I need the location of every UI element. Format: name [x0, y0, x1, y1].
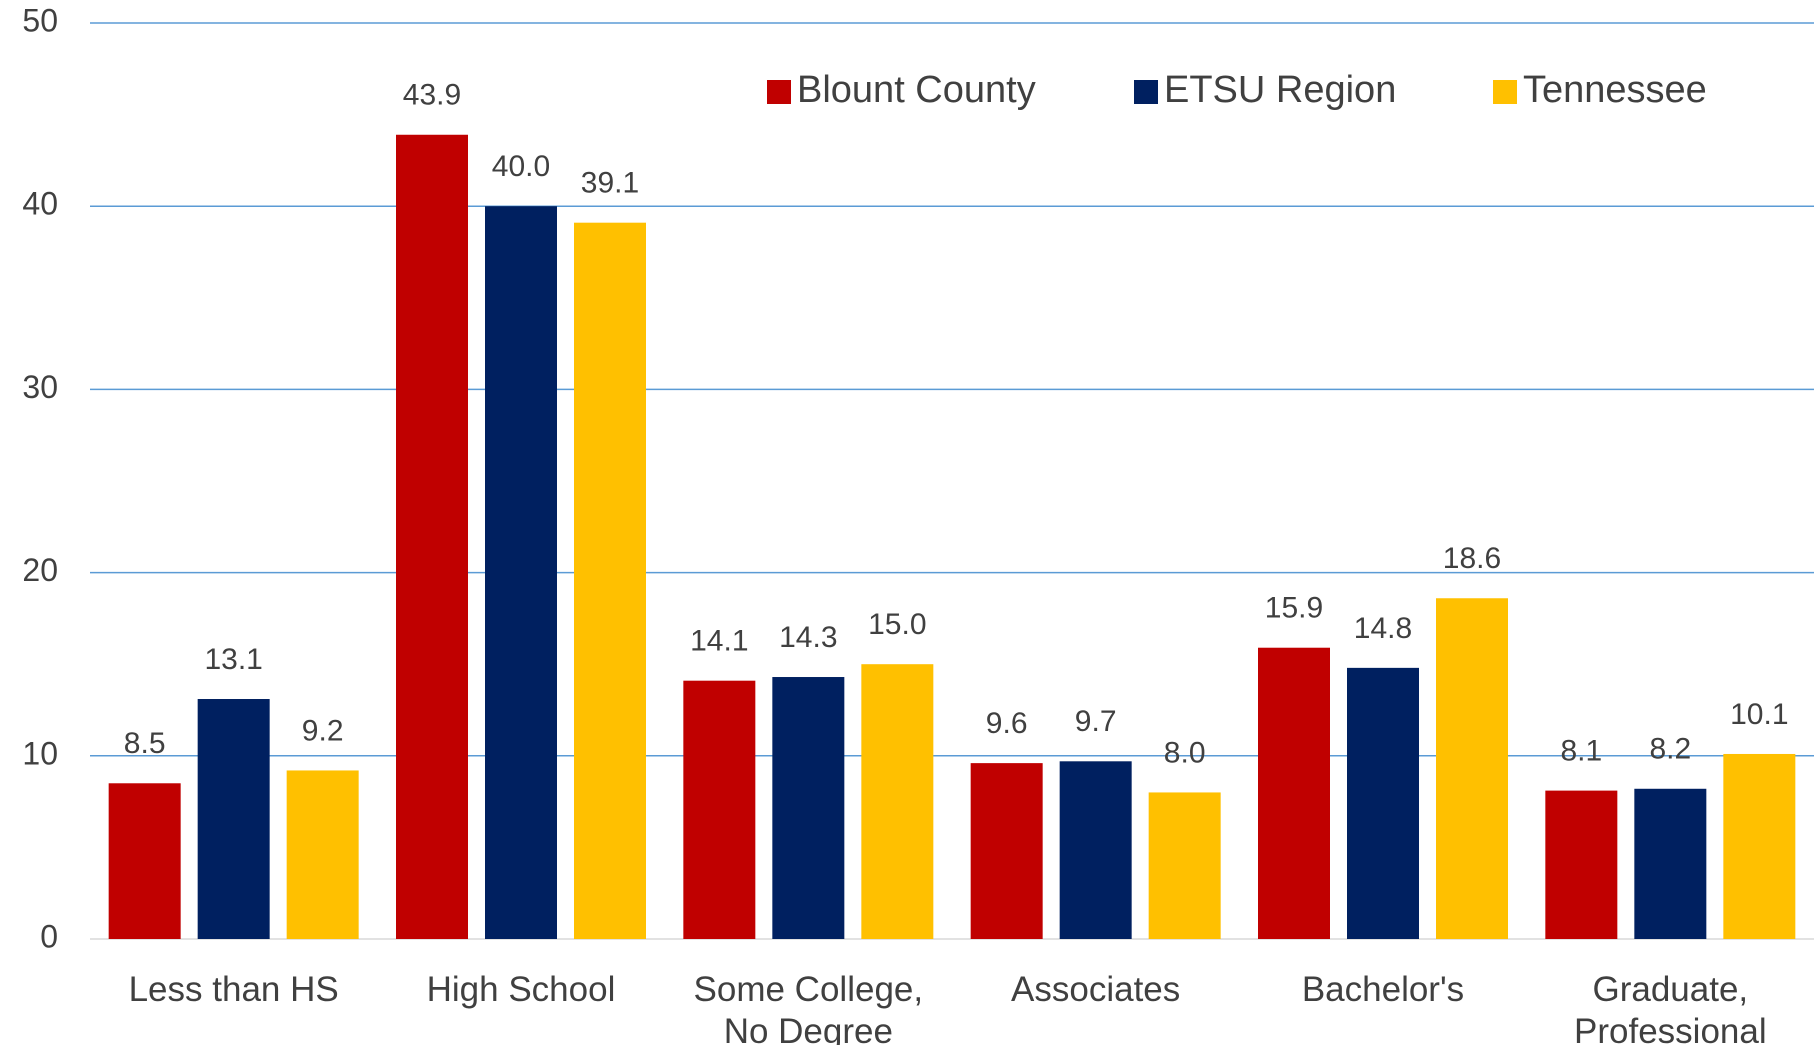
y-tick-label: 50 — [22, 2, 58, 38]
bar — [683, 680, 756, 939]
data-label: 14.1 — [690, 625, 748, 658]
data-label: 43.9 — [403, 79, 461, 112]
x-tick-label: Bachelor's — [1301, 970, 1465, 1009]
y-tick-label: 10 — [22, 735, 58, 771]
data-label: 40.0 — [492, 150, 550, 183]
legend-label: ETSU Region — [1164, 69, 1396, 111]
bar — [970, 763, 1043, 939]
data-label: 18.6 — [1443, 542, 1501, 575]
x-tick-label: Less than HS — [128, 970, 339, 1009]
bar — [396, 134, 468, 939]
legend-swatch — [1134, 80, 1158, 104]
y-tick-label: 30 — [22, 369, 58, 405]
bar — [574, 222, 646, 940]
bar — [861, 664, 934, 939]
data-label: 9.7 — [1075, 705, 1117, 738]
bar — [772, 677, 845, 939]
data-label: 39.1 — [581, 167, 639, 200]
data-label: 8.1 — [1560, 735, 1602, 768]
bar — [1148, 792, 1221, 939]
x-tick-label: Associates — [1011, 970, 1181, 1009]
bar — [1723, 753, 1796, 939]
data-label: 13.1 — [204, 643, 262, 676]
bar — [1347, 667, 1419, 939]
data-label: 9.6 — [986, 707, 1028, 740]
bar — [1436, 598, 1508, 939]
data-label: 9.2 — [302, 714, 344, 747]
data-label: 15.0 — [868, 608, 926, 641]
bar — [286, 770, 359, 939]
data-label: 15.9 — [1265, 592, 1323, 625]
x-tick-label: Some College, No Degree — [693, 970, 924, 1045]
y-tick-label: 40 — [22, 186, 58, 222]
data-label: 8.0 — [1164, 736, 1206, 769]
legend-label: Tennessee — [1523, 69, 1707, 111]
data-label: 10.1 — [1730, 698, 1788, 731]
bar — [108, 783, 181, 939]
y-tick-label: 20 — [22, 552, 58, 588]
bar — [1258, 647, 1330, 939]
bar — [1545, 790, 1618, 939]
data-label: 14.3 — [779, 621, 837, 654]
bar — [485, 206, 557, 939]
bar — [197, 699, 270, 939]
data-label: 14.8 — [1354, 612, 1412, 645]
x-tick-label: Graduate, Professional — [1574, 970, 1767, 1045]
bar — [1059, 761, 1132, 939]
legend-swatch — [767, 80, 791, 104]
data-label: 8.5 — [124, 727, 166, 760]
bar — [1634, 788, 1707, 939]
data-label: 8.2 — [1649, 733, 1691, 766]
legend-label: Blount County — [797, 69, 1036, 111]
y-tick-label: 0 — [40, 918, 58, 954]
legend-swatch — [1493, 80, 1517, 104]
x-tick-label: High School — [426, 970, 616, 1009]
